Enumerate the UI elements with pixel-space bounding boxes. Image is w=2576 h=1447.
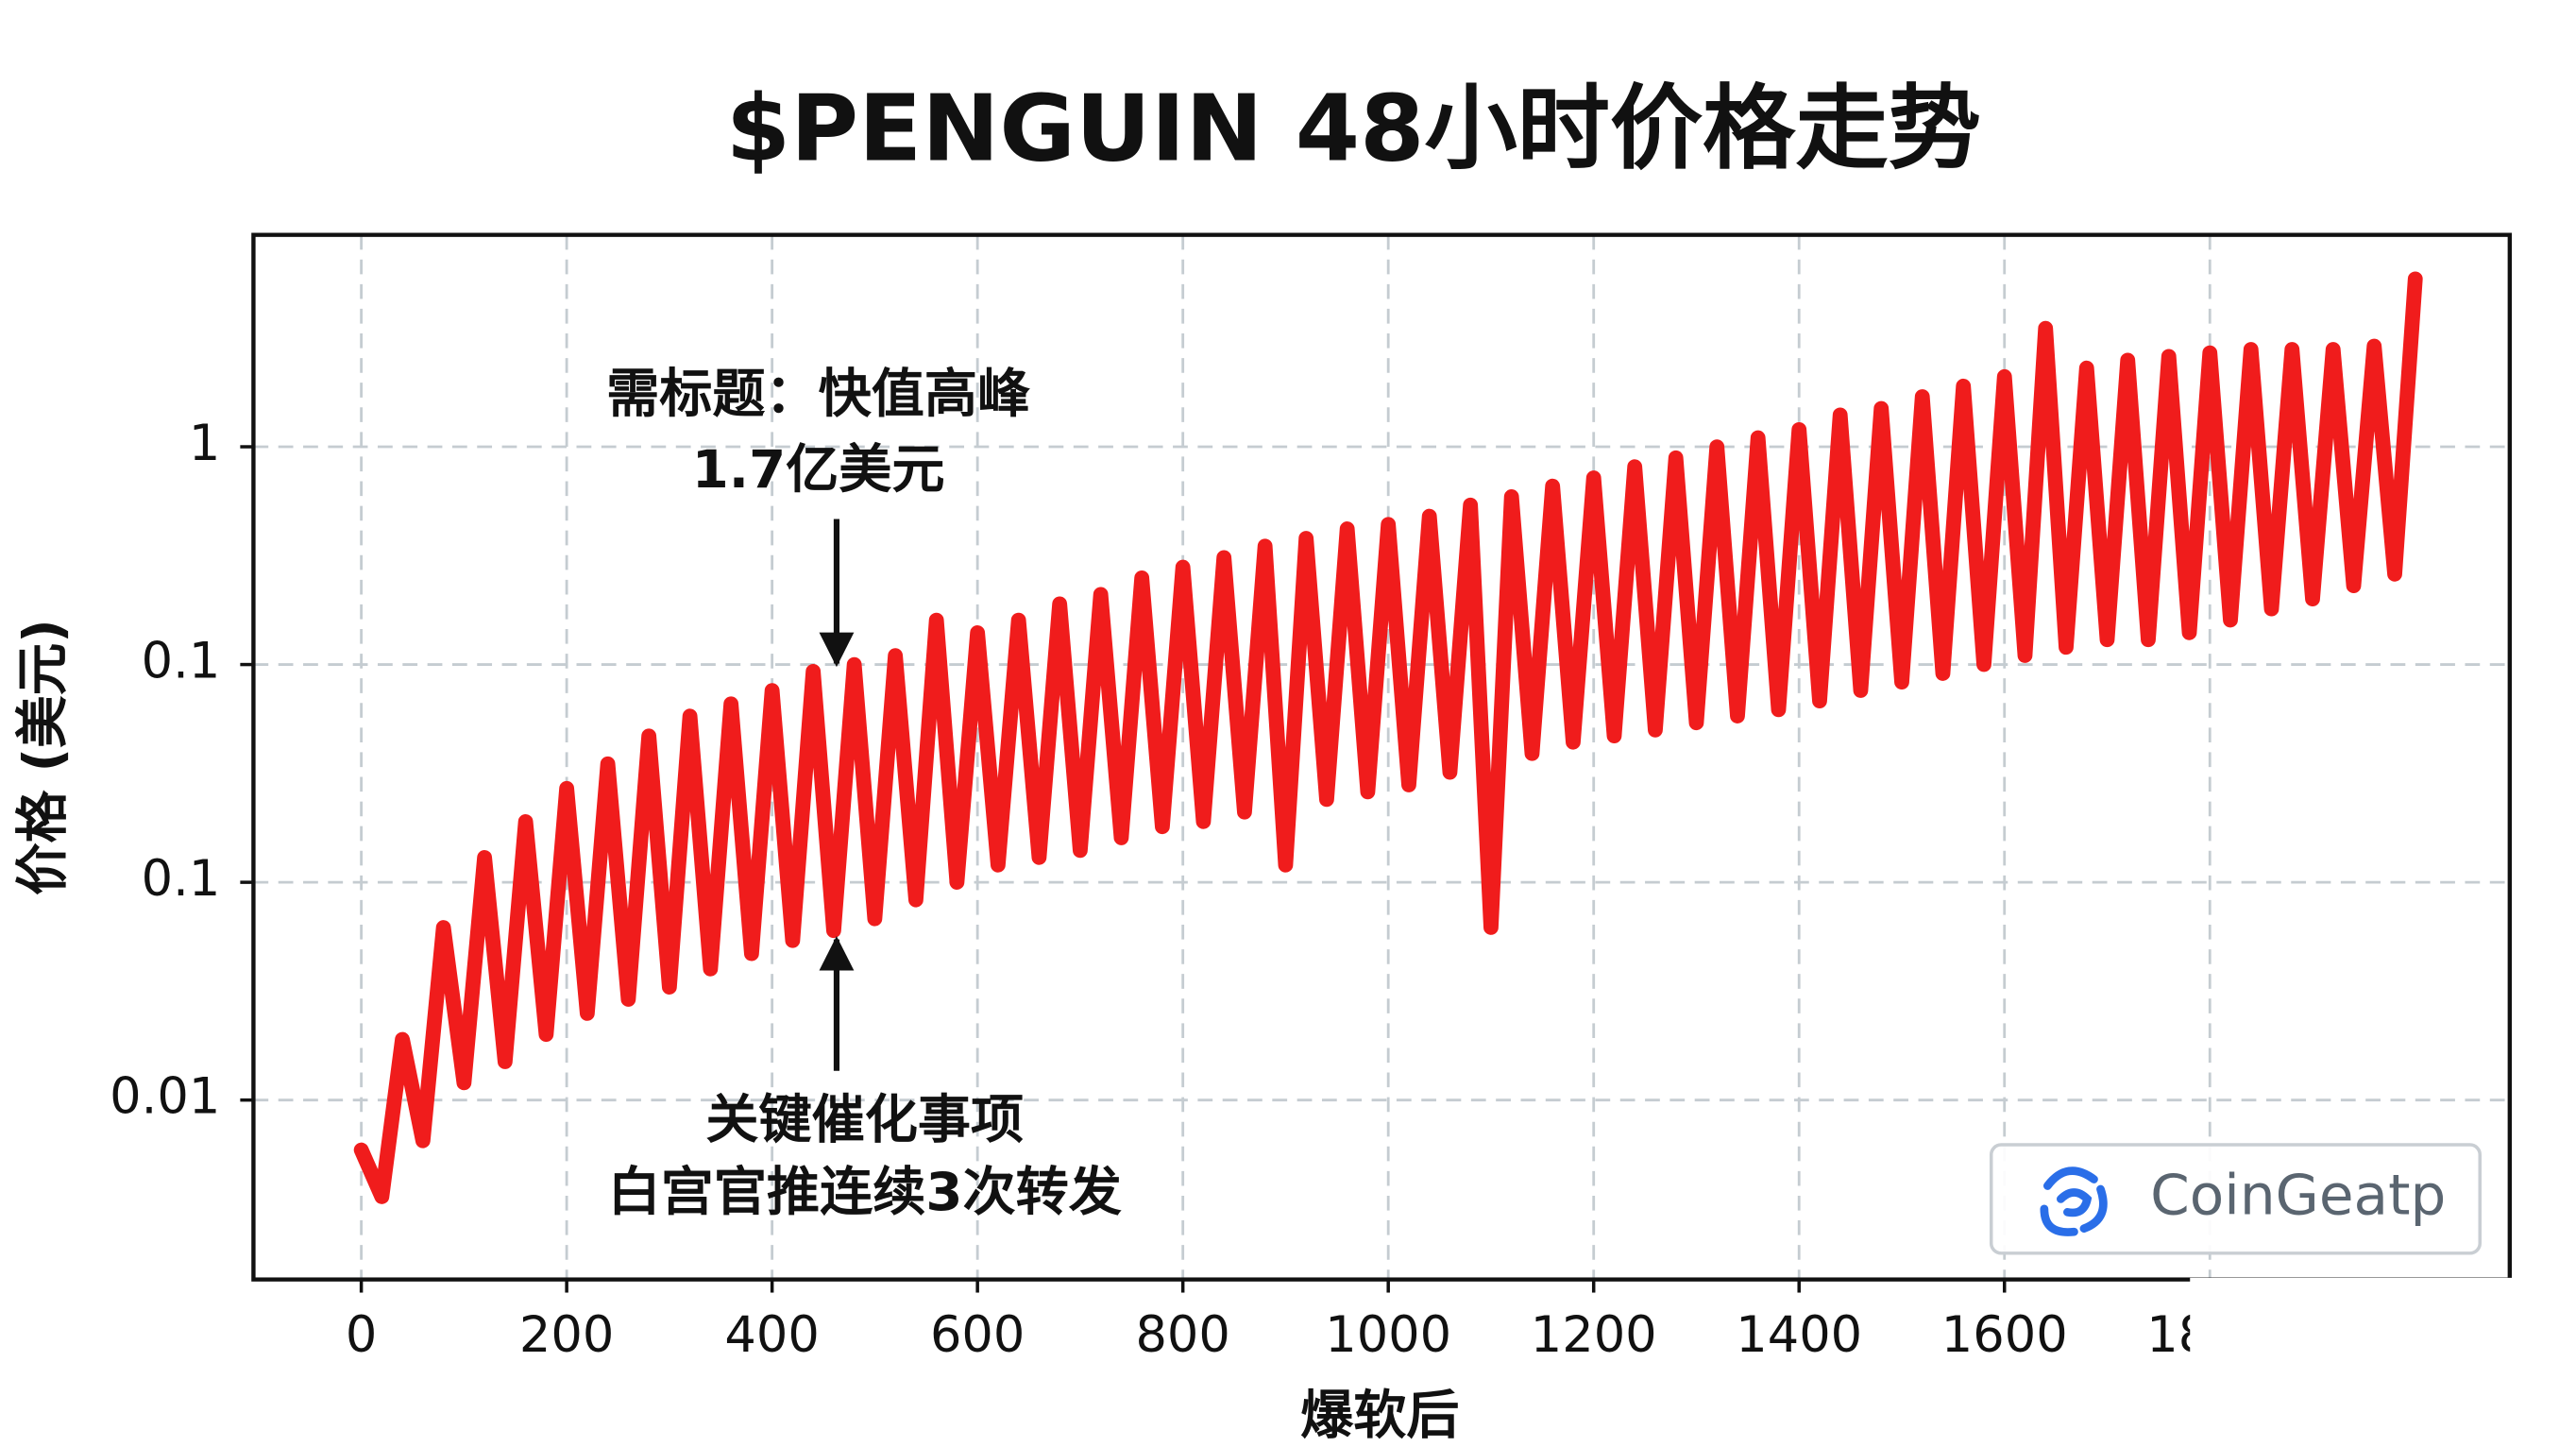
watermark-box: [1989, 1143, 2483, 1255]
plot-frame: [251, 232, 2513, 1282]
x-tick-label: 200: [519, 1306, 614, 1364]
x-tick-label: 800: [1135, 1306, 1229, 1364]
watermark: CoinGeatp: [1989, 1143, 2483, 1255]
x-tick-label: 0: [346, 1306, 377, 1364]
annotation: 白宫官推连续3次转发: [608, 1162, 1122, 1223]
y-tick-label: 1: [189, 415, 220, 472]
chart-title: $PENGUIN 48小时价格走势: [726, 76, 1981, 182]
annotation: 关键催化事项: [705, 1090, 1024, 1151]
x-axis-label: 爆软后: [1300, 1386, 1459, 1447]
x-tick-label: 600: [930, 1306, 1025, 1364]
x-tick-label: 400: [724, 1306, 819, 1364]
x-tick-label: 1200: [1531, 1306, 1657, 1364]
y-axis-label: 价格 (美元): [12, 619, 74, 895]
y-tick-label: 0.1: [142, 850, 221, 908]
price-line: [353, 271, 2423, 1204]
x-tick-label: 1400: [1736, 1306, 1862, 1364]
y-tick-label: 0.1: [142, 633, 221, 690]
watermark-logo: [2040, 1166, 2108, 1236]
annotation: 需标题：快值高峰: [606, 364, 1030, 425]
annotation: 1.7亿美元: [692, 439, 945, 501]
plot-data: [353, 271, 2423, 1204]
watermark-text: CoinGeatp: [2150, 1164, 2446, 1229]
x-tick-label: 1600: [1941, 1306, 2068, 1364]
x-tick-label: 1000: [1325, 1306, 1451, 1364]
y-tick-label: 0.01: [110, 1068, 220, 1126]
watermark-patch: [2190, 1277, 2571, 1397]
